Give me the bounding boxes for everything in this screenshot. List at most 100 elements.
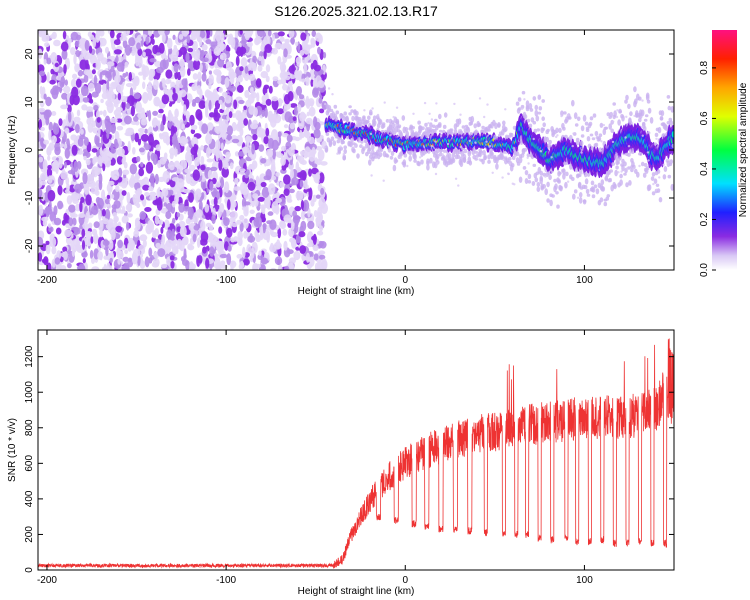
noise-cell [303, 62, 308, 75]
halo-cell [457, 118, 462, 125]
noise-cell [273, 114, 282, 124]
stray-cell [617, 171, 620, 174]
noise-cell [137, 254, 141, 267]
noise-cell [313, 70, 318, 76]
halo-cell [613, 183, 617, 190]
noise-cell [170, 55, 179, 62]
noise-cell [274, 256, 283, 266]
noise-cell [175, 166, 183, 174]
noise-cell [201, 73, 207, 82]
halo-cell [562, 168, 566, 175]
noise-cell [144, 207, 152, 212]
noise-cell [208, 74, 214, 85]
noise-cell [79, 134, 86, 140]
noise-cell [120, 33, 128, 38]
halo-cell [336, 139, 341, 144]
stray-cell [450, 156, 453, 159]
noise-cell [114, 113, 122, 119]
noise-cell [255, 234, 262, 243]
halo-cell [436, 146, 440, 154]
halo-cell [609, 111, 613, 117]
noise-cell [226, 227, 233, 238]
noise-cell [67, 111, 72, 123]
noise-cell [313, 128, 321, 139]
halo-cell [342, 154, 347, 161]
noise-cell [284, 265, 290, 270]
noise-cell [189, 263, 196, 270]
noise-cell [104, 115, 111, 128]
halo-cell [366, 119, 370, 124]
noise-cell [224, 181, 230, 194]
noise-cell [225, 135, 233, 140]
noise-cell [85, 158, 91, 166]
stray-cell [430, 145, 433, 148]
noise-cell [118, 55, 124, 63]
halo-cell [577, 181, 582, 188]
noise-cell [38, 156, 44, 163]
noise-cell [282, 229, 288, 236]
noise-cell [39, 70, 46, 77]
halo-cell [535, 115, 540, 122]
halo-cell [628, 180, 632, 186]
halo-cell [368, 147, 372, 152]
halo-cell [546, 128, 550, 133]
noise-cell [271, 96, 279, 102]
noise-cell [215, 150, 219, 162]
halo-cell [580, 134, 585, 138]
stray-cell [423, 101, 427, 105]
noise-cell [81, 251, 88, 258]
noise-cell [263, 84, 270, 90]
halo-cell [532, 96, 537, 101]
noise-cell [47, 190, 56, 202]
noise-cell [75, 203, 81, 212]
noise-cell [260, 71, 269, 79]
noise-cell [166, 222, 170, 228]
halo-cell [553, 178, 557, 183]
noise-cell [289, 74, 297, 79]
stray-cell [646, 151, 650, 154]
noise-cell [49, 236, 57, 248]
stray-cell [514, 154, 517, 158]
noise-cell [73, 160, 79, 173]
stray-cell [483, 115, 486, 119]
noise-cell [290, 37, 295, 44]
halo-cell [343, 145, 348, 150]
noise-cell [294, 69, 299, 79]
noise-cell [106, 80, 110, 92]
noise-cell [117, 258, 121, 265]
halo-cell [617, 119, 621, 126]
noise-cell [294, 222, 299, 234]
noise-cell [77, 69, 84, 77]
noise-cell [49, 34, 56, 39]
noise-cell [106, 131, 110, 139]
noise-cell [76, 109, 81, 117]
halo-cell [670, 106, 674, 113]
noise-cell [192, 212, 199, 224]
noise-cell [201, 44, 208, 51]
noise-cell [299, 245, 307, 254]
noise-cell [218, 87, 223, 93]
noise-cell [274, 42, 282, 50]
noise-cell [105, 46, 109, 54]
noise-cell [215, 139, 221, 152]
stray-cell [625, 167, 629, 170]
halo-cell [660, 110, 665, 117]
stray-cell [486, 103, 489, 106]
halo-cell [526, 118, 531, 123]
noise-cell [305, 117, 313, 125]
noise-cell [160, 263, 168, 269]
halo-cell [594, 130, 599, 137]
noise-cell [200, 220, 206, 232]
halo-cell [572, 193, 576, 200]
noise-cell [264, 92, 269, 101]
halo-cell [330, 136, 335, 142]
halo-cell [556, 204, 560, 209]
halo-cell [643, 118, 648, 122]
noise-cell [158, 219, 164, 226]
noise-cell [298, 231, 306, 238]
halo-cell [651, 191, 656, 196]
noise-cell [83, 183, 90, 195]
noise-cell [307, 98, 315, 107]
stray-cell [478, 97, 482, 100]
noise-cell [58, 118, 63, 126]
